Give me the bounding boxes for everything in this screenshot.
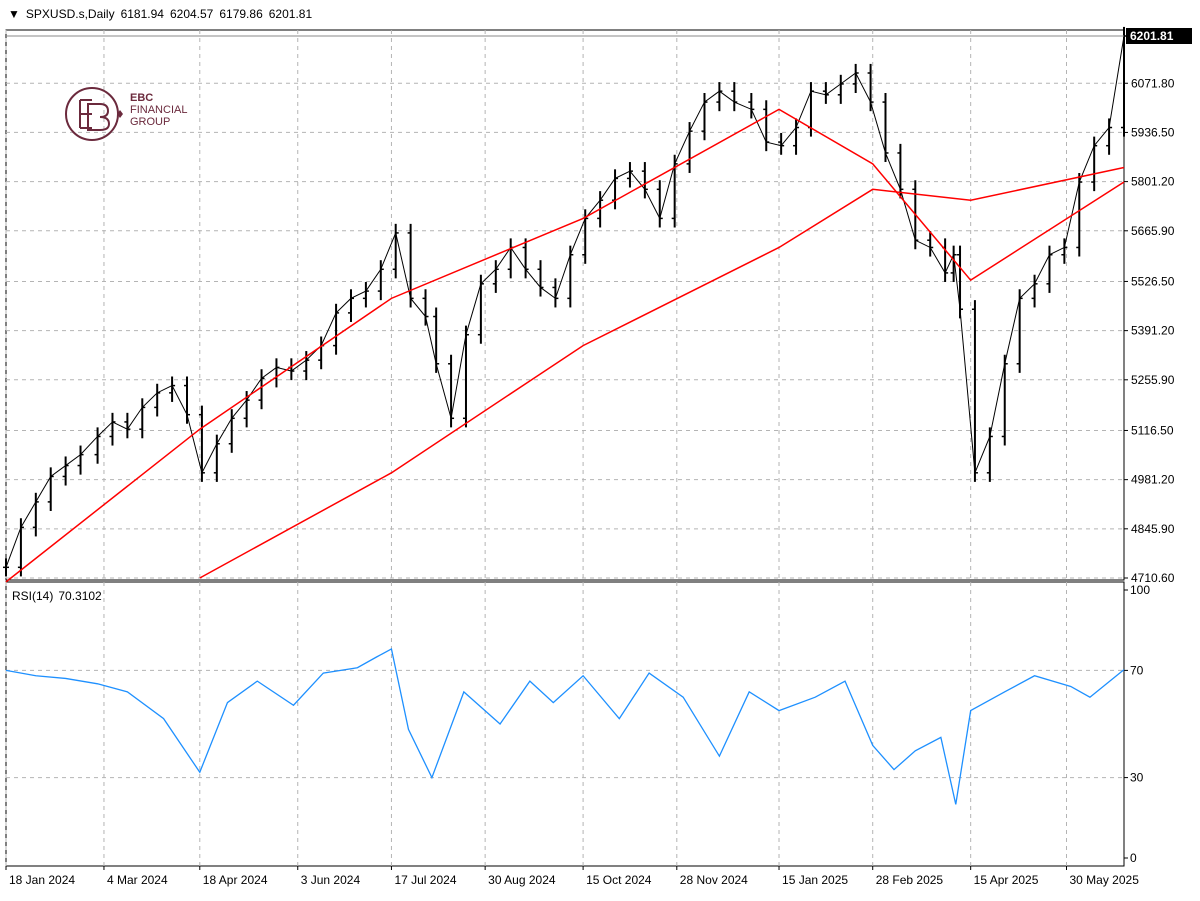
x-tick-label: 30 Aug 2024 xyxy=(488,873,556,887)
symbol-label: SPXUSD.s,Daily xyxy=(25,7,115,21)
x-tick-label: 15 Apr 2025 xyxy=(974,873,1039,887)
x-tick-label: 18 Jan 2024 xyxy=(9,873,75,887)
x-tick-label: 15 Oct 2024 xyxy=(586,873,652,887)
rsi-pane-frame xyxy=(5,581,1125,867)
rsi-label: RSI(14) xyxy=(12,589,54,603)
open-value: 6181.94 xyxy=(120,7,164,21)
x-tick-label: 30 May 2025 xyxy=(1070,873,1140,887)
logo-text: EBC FINANCIAL GROUP xyxy=(130,92,187,128)
x-tick-label: 3 Jun 2024 xyxy=(301,873,361,887)
rsi-tick-label: 30 xyxy=(1130,771,1144,785)
price-tick-label: 4710.60 xyxy=(1131,571,1175,585)
menu-triangle-icon[interactable]: ▼ xyxy=(8,7,20,21)
low-value: 6179.86 xyxy=(219,7,263,21)
high-value: 6204.57 xyxy=(169,7,214,21)
x-tick-label: 17 Jul 2024 xyxy=(394,873,456,887)
x-tick-label: 15 Jan 2025 xyxy=(782,873,848,887)
price-close-line xyxy=(5,35,1125,568)
x-tick-label: 28 Feb 2025 xyxy=(876,873,944,887)
rsi-value: 70.3102 xyxy=(58,589,102,603)
rsi-line xyxy=(5,647,1125,805)
price-tick-label: 5936.50 xyxy=(1131,125,1175,139)
ma-fast-line xyxy=(5,108,1125,583)
ebc-logo-icon xyxy=(65,87,123,141)
rsi-header: RSI(14) 70.3102 xyxy=(12,589,107,603)
price-tick-label: 6071.80 xyxy=(1131,76,1175,90)
logo-line-3: GROUP xyxy=(130,116,171,128)
logo-line-2: FINANCIAL xyxy=(130,104,188,116)
chart-header: ▼ SPXUSD.s,Daily 6181.94 6204.57 6179.86 6201… xyxy=(8,7,318,21)
x-tick-label: 18 Apr 2024 xyxy=(203,873,268,887)
price-tick-label: 5116.50 xyxy=(1131,423,1174,437)
price-tick-label: 4845.90 xyxy=(1131,522,1175,536)
price-tick-label: 4981.20 xyxy=(1131,473,1175,487)
rsi-tick-label: 0 xyxy=(1130,851,1137,865)
x-tick-label: 4 Mar 2024 xyxy=(107,873,168,887)
price-tick-label: 5391.20 xyxy=(1131,324,1175,338)
logo-line-1: EBC xyxy=(130,92,154,104)
rsi-tick-label: 70 xyxy=(1130,663,1144,677)
close-value: 6201.81 xyxy=(268,7,313,21)
rsi-tick-label: 100 xyxy=(1130,583,1150,597)
x-tick-label: 28 Nov 2024 xyxy=(680,873,748,887)
ebc-logo: EBC FINANCIAL GROUP xyxy=(62,84,222,144)
current-price-badge xyxy=(1126,28,1192,44)
price-tick-label: 5665.90 xyxy=(1131,224,1175,238)
ma-slow-line xyxy=(199,166,1125,579)
price-tick-label: 5526.50 xyxy=(1131,274,1175,288)
price-tick-label: 5801.20 xyxy=(1131,175,1175,189)
current-price-label: 6201.81 xyxy=(1130,29,1174,43)
price-tick-label: 5255.90 xyxy=(1131,373,1175,387)
